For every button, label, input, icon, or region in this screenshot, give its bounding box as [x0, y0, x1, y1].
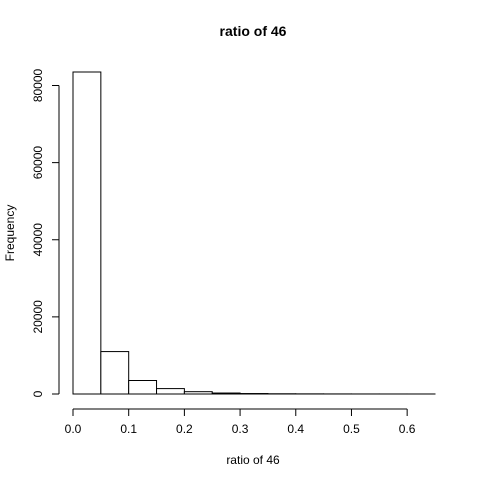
histogram-bar — [183, 391, 213, 395]
x-tick-label: 0.4 — [287, 422, 304, 436]
histogram-bar — [128, 380, 158, 395]
histogram-bar — [100, 351, 130, 395]
y-tick-label: 60000 — [31, 146, 45, 180]
x-axis: 0.0 0.1 0.2 0.3 0.4 0.5 0.6 — [65, 408, 416, 436]
y-axis: 0 20000 40000 60000 80000 — [31, 68, 60, 397]
y-tick-label: 40000 — [31, 223, 45, 257]
x-tick-label: 0.1 — [120, 422, 137, 436]
y-tick-label: 20000 — [31, 300, 45, 334]
y-axis-label: Frequency — [3, 205, 17, 262]
bars-group — [72, 71, 436, 395]
histogram-bar — [156, 388, 185, 395]
chart-title: ratio of 46 — [220, 23, 287, 39]
x-tick-label: 0.3 — [232, 422, 249, 436]
histogram-bar — [72, 71, 102, 395]
y-tick-label: 80000 — [31, 68, 45, 102]
x-tick-label: 0.2 — [176, 422, 193, 436]
x-tick-label: 0.0 — [65, 422, 82, 436]
x-tick-label: 0.5 — [343, 422, 360, 436]
histogram-bar — [211, 392, 241, 395]
x-axis-label: ratio of 46 — [226, 453, 280, 467]
x-tick-label: 0.6 — [399, 422, 416, 436]
y-tick-label: 0 — [31, 390, 45, 397]
